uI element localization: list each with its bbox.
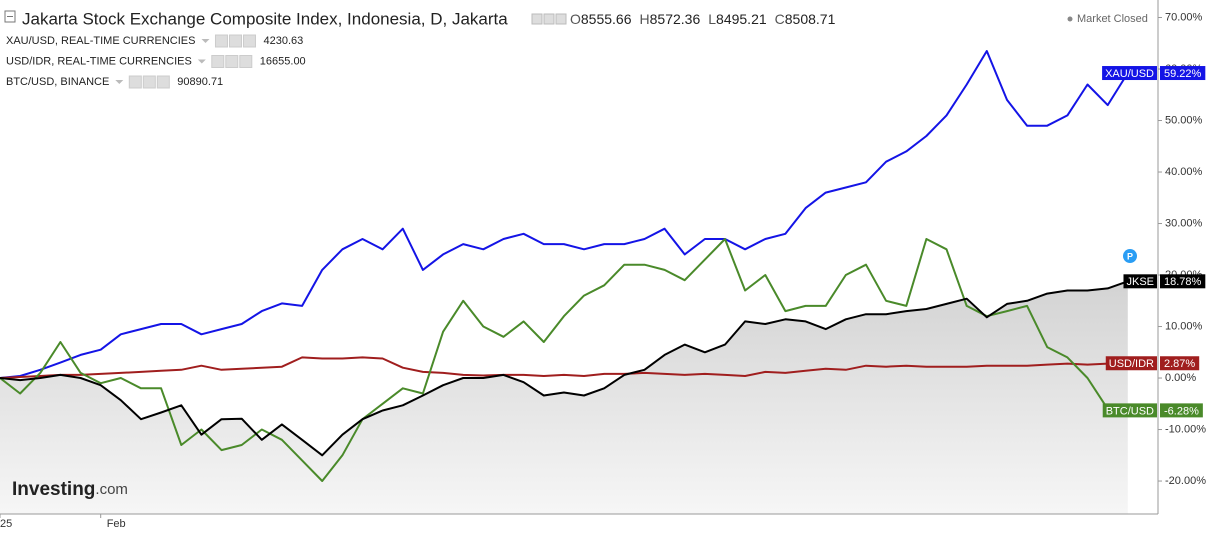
legend-dropdown: [197, 59, 206, 64]
chart-title: Jakarta Stock Exchange Composite Index, …: [22, 9, 508, 28]
toolbar-icon: [543, 13, 555, 25]
ohlc-value: 8495.21: [716, 11, 767, 27]
legend-quote: 4230.63: [263, 35, 303, 47]
legend-icon: [242, 34, 256, 48]
toolbar-icon: [555, 13, 567, 25]
legend-dropdown: [201, 39, 210, 43]
pin-icon-glyph: P: [1127, 251, 1133, 261]
ohlc-label: C: [775, 11, 785, 27]
end-badge-name: JKSE: [1126, 276, 1154, 288]
end-badge-name-bg: [1105, 356, 1157, 371]
end-badge-value: -6.28%: [1164, 405, 1199, 417]
legend-quote: 16655.00: [260, 55, 306, 67]
watermark-brand: Investing: [12, 479, 95, 500]
end-badge-name: XAU/USD: [1105, 68, 1154, 80]
end-badge-name: BTC/USD: [1106, 405, 1154, 417]
end-badge-value: 2.87%: [1164, 358, 1195, 370]
legend-icon: [239, 55, 253, 68]
end-badge-name-bg: [1123, 274, 1157, 289]
y-tick-label: 40.00%: [1165, 166, 1203, 178]
legend-quote: 90890.71: [177, 76, 223, 88]
end-badge-value: 59.22%: [1164, 68, 1202, 80]
legend-icon: [156, 75, 170, 89]
ohlc-label: H: [640, 11, 650, 27]
y-tick-label: 70.00%: [1165, 11, 1203, 23]
area-fill: [0, 281, 1128, 514]
legend-dropdown: [115, 80, 124, 84]
ohlc-value: 8572.36: [650, 11, 701, 27]
y-tick-label: 0.00%: [1165, 372, 1196, 384]
y-tick-label: -20.00%: [1165, 475, 1206, 487]
y-tick-label: 30.00%: [1165, 217, 1203, 229]
market-status: Market Closed: [1077, 13, 1148, 25]
ohlc-label: L: [708, 11, 716, 27]
status-dot: [1067, 16, 1073, 22]
end-badge-name: USD/IDR: [1109, 358, 1154, 370]
end-badge-value-bg: [1160, 403, 1203, 418]
end-badge-value: 18.78%: [1164, 276, 1202, 288]
toolbar-icon: [531, 13, 543, 25]
legend-icon: [128, 75, 142, 89]
series-line: [0, 238, 1128, 482]
ohlc-item: H8572.36: [640, 11, 701, 27]
watermark: Investing.com: [12, 479, 128, 500]
ohlc-item: L8495.21: [708, 11, 767, 27]
ohlc-label: O: [570, 11, 581, 27]
end-badge-value-bg: [1160, 274, 1206, 289]
ohlc-readout: O8555.66 H8572.36 L8495.21 C8508.71: [531, 11, 836, 27]
end-badge-name-bg: [1102, 66, 1157, 81]
legend-icon: [211, 55, 225, 68]
ohlc-value: 8508.71: [785, 11, 836, 27]
end-badges: JKSE 18.78% XAU/USD 59.22% USD/IDR 2.87% BTC/U…: [1102, 66, 1206, 418]
end-badge-value-bg: [1160, 356, 1200, 371]
ohlc-value: 8555.66: [581, 11, 632, 27]
x-tick-label: Feb: [107, 518, 126, 530]
legend-name: XAU/USD, REAL-TIME CURRENCIES: [6, 35, 195, 47]
legend-icon: [142, 75, 156, 89]
legend-name: USD/IDR, REAL-TIME CURRENCIES: [6, 55, 192, 67]
x-tick-label: 2025: [0, 518, 12, 530]
series-line: [0, 356, 1128, 379]
ohlc-item: C8508.71: [775, 11, 836, 27]
legend: XAU/USD, REAL-TIME CURRENCIES 4230.63 USD/…: [6, 34, 306, 89]
pin-icon[interactable]: [1123, 249, 1137, 263]
y-tick-label: -10.00%: [1165, 423, 1206, 435]
watermark-suffix: .com: [95, 481, 128, 498]
series-line: [0, 50, 1129, 379]
y-tick-label: 10.00%: [1165, 320, 1203, 332]
legend-icon: [225, 55, 239, 68]
y-tick-label: 50.00%: [1165, 114, 1203, 126]
legend-name: BTC/USD, BINANCE: [6, 76, 109, 88]
collapse-icon[interactable]: [4, 10, 16, 23]
legend-icon: [228, 34, 242, 48]
ohlc-item: O8555.66: [570, 11, 632, 27]
legend-icon: [214, 34, 228, 48]
series-line: [0, 280, 1129, 457]
end-badge-value-bg: [1160, 66, 1206, 81]
end-badge-name-bg: [1102, 403, 1157, 418]
plot-area: [0, 50, 1129, 514]
